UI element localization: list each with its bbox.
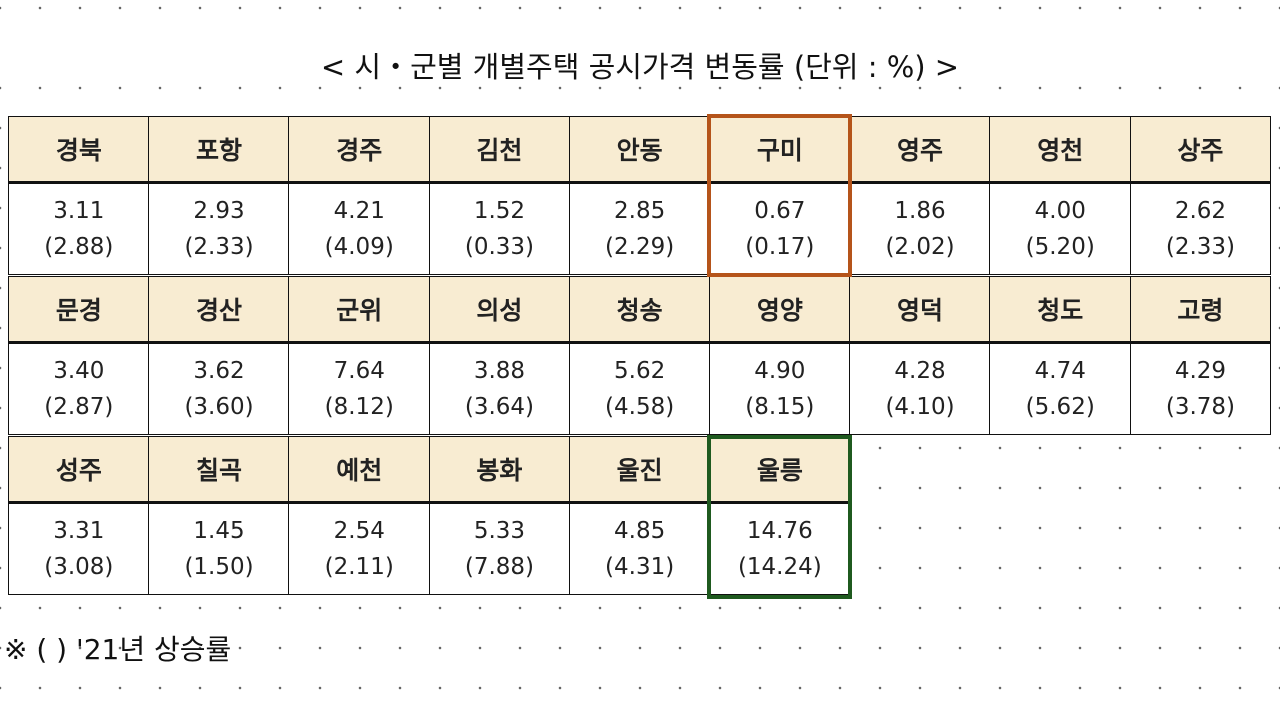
region-header: 포항 (148, 116, 290, 184)
region-header: 문경 (8, 276, 150, 344)
rate-value: 5.62 (614, 357, 666, 384)
prev-rate: (3.60) (184, 393, 254, 420)
rate-value: 3.40 (53, 357, 105, 384)
rate-value: 2.62 (1174, 197, 1227, 224)
rate-value: 2.93 (193, 197, 245, 224)
region-header: 구미 (709, 116, 851, 184)
region-header: 경주 (288, 116, 431, 184)
region-header: 의성 (428, 276, 571, 344)
rate-value: 1.86 (894, 197, 946, 224)
rate-cell: 1.45 (1.50) (148, 502, 290, 595)
prev-rate: (7.88) (464, 553, 535, 580)
prev-rate: (2.33) (184, 233, 254, 260)
rate-value: 3.62 (193, 357, 245, 384)
region-header: 청송 (568, 276, 711, 344)
region-header: 김천 (428, 116, 571, 184)
rate-cell: 4.28 (4.10) (849, 342, 991, 435)
prev-rate: (1.50) (184, 553, 254, 580)
rate-cell: 1.52 (0.33) (428, 182, 571, 275)
prev-rate: (4.58) (605, 393, 675, 420)
region-header: 안동 (568, 116, 711, 184)
rate-cell: 4.00 (5.20) (989, 182, 1132, 275)
region-header: 경산 (148, 276, 290, 344)
prev-rate: (4.09) (324, 233, 394, 260)
rate-cell: 2.54 (2.11) (288, 502, 431, 595)
region-header: 청도 (989, 276, 1132, 344)
region-header: 칠곡 (148, 436, 290, 504)
rate-value: 5.33 (473, 517, 526, 544)
rate-value: 14.76 (746, 517, 813, 544)
prev-rate: (2.33) (1165, 233, 1236, 260)
prev-rate: (8.15) (745, 393, 815, 420)
region-header: 영주 (849, 116, 991, 184)
region-header: 군위 (288, 276, 431, 344)
rate-value: 3.11 (53, 197, 105, 224)
prev-rate: (3.64) (464, 393, 535, 420)
rate-cell: 2.62 (2.33) (1129, 182, 1272, 275)
rate-cell: 3.88 (3.64) (428, 342, 571, 435)
prev-rate: (4.31) (605, 553, 675, 580)
region-header: 영양 (709, 276, 851, 344)
rate-cell: 4.29 (3.78) (1129, 342, 1272, 435)
rate-cell: 14.76 (14.24) (709, 502, 851, 595)
rate-value: 3.88 (473, 357, 526, 384)
region-header: 상주 (1129, 116, 1272, 184)
rate-cell: 3.40 (2.87) (8, 342, 150, 435)
region-header: 울릉 (709, 436, 851, 504)
rate-value: 4.85 (614, 517, 666, 544)
rate-value: 4.29 (1174, 357, 1227, 384)
prev-rate: (2.11) (324, 553, 394, 580)
rate-cell: 4.85 (4.31) (568, 502, 711, 595)
prev-rate: (2.02) (885, 233, 955, 260)
rate-value: 2.54 (333, 517, 385, 544)
rate-cell: 3.11 (2.88) (8, 182, 150, 275)
rate-cell: 3.31 (3.08) (8, 502, 150, 595)
prev-rate: (3.08) (44, 553, 114, 580)
rate-cell: 0.67 (0.17) (709, 182, 851, 275)
prev-rate: (5.62) (1025, 393, 1095, 420)
rate-cell: 5.33 (7.88) (428, 502, 571, 595)
rate-value: 4.90 (754, 357, 806, 384)
prev-rate: (8.12) (324, 393, 394, 420)
region-header: 봉화 (428, 436, 571, 504)
region-header: 예천 (288, 436, 431, 504)
prev-rate: (2.29) (605, 233, 675, 260)
region-header: 울진 (568, 436, 711, 504)
prev-rate: (5.20) (1025, 233, 1095, 260)
region-header: 고령 (1129, 276, 1272, 344)
prev-rate: (4.10) (885, 393, 955, 420)
region-header: 영천 (989, 116, 1132, 184)
rate-value: 4.21 (333, 197, 385, 224)
rate-value: 3.31 (53, 517, 105, 544)
title: < 시・군별 개별주택 공시가격 변동률 (단위 : %) > (0, 44, 1280, 86)
region-header: 영덕 (849, 276, 991, 344)
rate-value: 7.64 (333, 357, 385, 384)
rate-value: 2.85 (614, 197, 666, 224)
rate-cell: 3.62 (3.60) (148, 342, 290, 435)
rate-cell: 5.62 (4.58) (568, 342, 711, 435)
rate-cell: 4.74 (5.62) (989, 342, 1132, 435)
rate-value: 0.67 (754, 197, 806, 224)
prev-rate: (14.24) (737, 553, 822, 580)
prev-rate: (3.78) (1165, 393, 1236, 420)
region-header: 성주 (8, 436, 150, 504)
prev-rate: (2.88) (44, 233, 114, 260)
prev-rate: (0.17) (745, 233, 815, 260)
rate-cell: 2.93 (2.33) (148, 182, 290, 275)
rate-cell: 1.86 (2.02) (849, 182, 991, 275)
rate-cell: 4.90 (8.15) (709, 342, 851, 435)
rate-value: 4.00 (1034, 197, 1086, 224)
rate-value: 4.28 (894, 357, 946, 384)
rate-cell: 4.21 (4.09) (288, 182, 431, 275)
footnote: ※ ( ) '21년 상승률 (4, 633, 232, 666)
prev-rate: (2.87) (44, 393, 114, 420)
rate-cell: 2.85 (2.29) (568, 182, 711, 275)
region-header: 경북 (8, 116, 150, 184)
rate-value: 1.45 (193, 517, 245, 544)
rate-value: 4.74 (1034, 357, 1086, 384)
rate-value: 1.52 (473, 197, 526, 224)
rate-cell: 7.64 (8.12) (288, 342, 431, 435)
prev-rate: (0.33) (464, 233, 535, 260)
